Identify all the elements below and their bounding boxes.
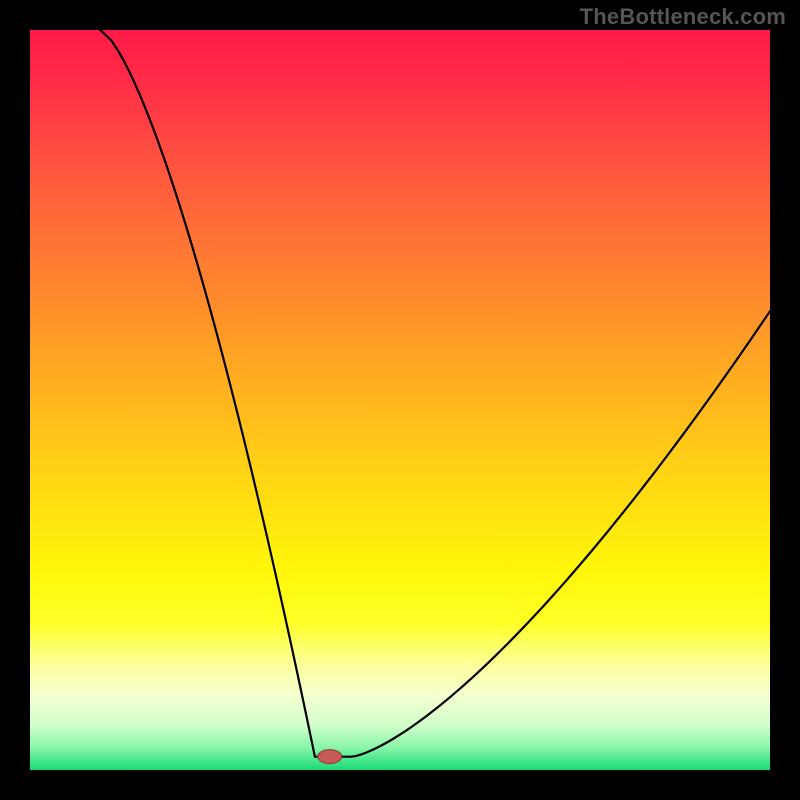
chart-frame: TheBottleneck.com [0,0,800,800]
watermark-text: TheBottleneck.com [580,4,786,30]
plot-background [30,30,770,770]
plot-svg [30,30,770,770]
bottleneck-marker [318,750,342,764]
